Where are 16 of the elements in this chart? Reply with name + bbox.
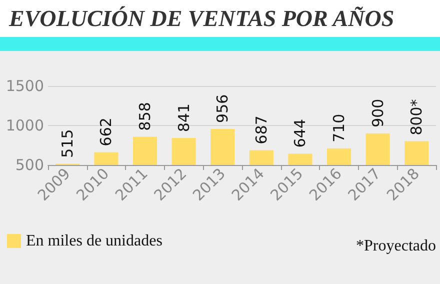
y-tick-label: 1000: [6, 116, 44, 134]
chart-title: EVOLUCIÓN DE VENTAS POR AÑOS: [8, 6, 394, 31]
legend-label: En miles de unidades: [26, 232, 162, 250]
data-label: 841: [174, 103, 193, 132]
y-tick-label: 1500: [6, 77, 44, 95]
data-label: 956: [214, 94, 232, 123]
data-label: 662: [97, 118, 116, 146]
data-label: 710: [330, 114, 348, 142]
data-label: 687: [252, 116, 270, 144]
text: *Proyectado: [356, 238, 436, 254]
data-label: 900: [368, 98, 387, 128]
y-tick-label: 500: [15, 156, 44, 174]
data-label: 515: [58, 129, 76, 158]
data-label: 800*: [408, 98, 426, 136]
data-label: 644: [291, 118, 310, 148]
data-label: 858: [136, 102, 154, 131]
